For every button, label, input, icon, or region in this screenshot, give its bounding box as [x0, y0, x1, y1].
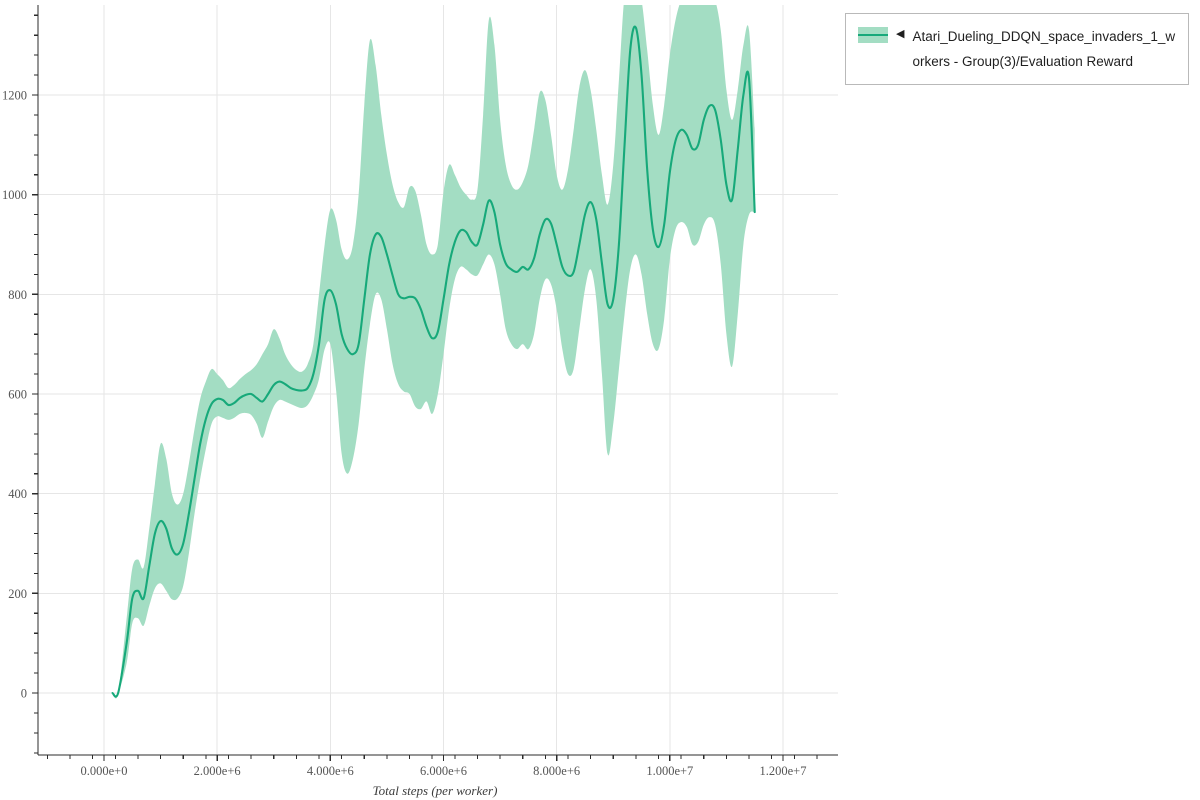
- legend-swatch: [858, 27, 888, 43]
- x-tick-label: 2.000e+6: [194, 764, 241, 778]
- chart-legend[interactable]: ◀ Atari_Dueling_DDQN_space_invaders_1_wo…: [845, 13, 1189, 85]
- x-axis-title: Total steps (per worker): [373, 783, 498, 798]
- legend-marker-icon: ◀: [896, 28, 905, 40]
- x-tick-label: 8.000e+6: [533, 764, 580, 778]
- y-tick-label: 400: [8, 487, 27, 501]
- legend-line-swatch: [858, 34, 888, 36]
- legend-entry-label: Atari_Dueling_DDQN_space_invaders_1_work…: [912, 29, 1176, 69]
- x-tick-label: 1.000e+7: [646, 764, 693, 778]
- y-tick-label: 1200: [2, 89, 27, 103]
- data-line: [111, 25, 756, 698]
- y-tick-label: 800: [8, 288, 27, 302]
- y-tick-label: 0: [21, 687, 27, 701]
- x-tick-label: 4.000e+6: [307, 764, 354, 778]
- y-tick-label: 1000: [2, 188, 27, 202]
- y-tick-label: 600: [8, 388, 27, 402]
- x-tick-label: 6.000e+6: [420, 764, 467, 778]
- x-tick-label: 0.000e+0: [81, 764, 128, 778]
- uncertainty-band: [112, 5, 755, 699]
- x-tick-label: 1.200e+7: [760, 764, 807, 778]
- y-tick-label: 200: [8, 587, 27, 601]
- axes: [32, 5, 838, 761]
- tick-labels: 0 200 400 600 800 1000 1200 0.000e+0 2.000e+6 4.0…: [2, 89, 806, 779]
